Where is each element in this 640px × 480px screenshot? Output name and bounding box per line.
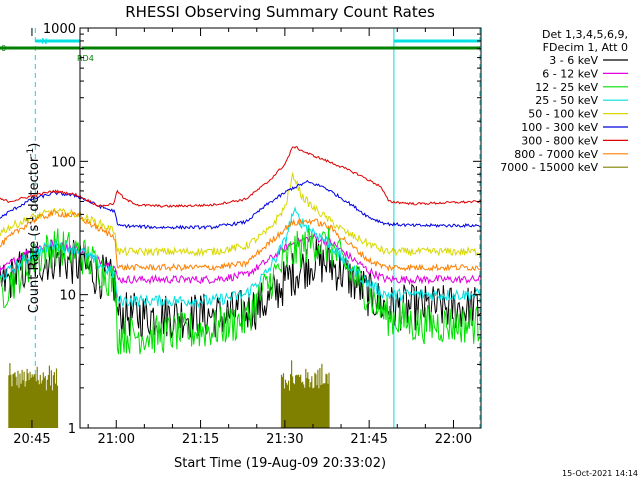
legend-header-line: Det 1,3,4,5,6,9, bbox=[542, 28, 628, 41]
x-tick-label: 21:00 bbox=[98, 432, 135, 447]
burst-1 bbox=[280, 360, 330, 428]
legend-label: 800 - 7000 keV bbox=[514, 148, 598, 161]
chart-title: RHESSI Observing Summary Count Rates bbox=[125, 3, 435, 21]
flag-label-RD4: RD4 bbox=[77, 54, 94, 63]
y-tick-label: 1000 bbox=[43, 22, 76, 37]
legend-label: 6 - 12 keV bbox=[542, 67, 598, 80]
x-tick-label: 21:15 bbox=[182, 432, 219, 447]
legend: Det 1,3,4,5,6,9,FDecim 1, Att 03 - 6 keV… bbox=[500, 28, 628, 174]
x-tick-label: 21:45 bbox=[350, 432, 387, 447]
legend-header-line: FDecim 1, Att 0 bbox=[543, 41, 628, 54]
series-line-3 bbox=[0, 206, 481, 309]
footer-date: 15-Oct-2021 14:14 bbox=[562, 469, 638, 478]
legend-label: 12 - 25 keV bbox=[535, 81, 598, 94]
burst-0 bbox=[8, 363, 59, 428]
series-line-5 bbox=[0, 179, 481, 230]
x-tick-label: 22:00 bbox=[435, 432, 472, 447]
legend-label: 100 - 300 keV bbox=[521, 121, 598, 134]
y-tick-label: 1 bbox=[68, 422, 76, 437]
flag-label-RD0: RD0 bbox=[0, 44, 6, 53]
legend-label: 3 - 6 keV bbox=[549, 54, 598, 67]
legend-label: 7000 - 15000 keV bbox=[500, 161, 598, 174]
series-line-7 bbox=[0, 209, 481, 272]
x-tick-label: 21:30 bbox=[266, 432, 303, 447]
flag-label-N: N bbox=[41, 37, 47, 46]
legend-label: 25 - 50 keV bbox=[535, 94, 598, 107]
y-axis-label: Count Rate (s-1 detector-1) bbox=[26, 143, 42, 314]
plot-area: N RD0 RD4 bbox=[0, 28, 481, 428]
legend-label: 50 - 100 keV bbox=[528, 108, 598, 121]
x-axis-label: Start Time (19-Aug-09 20:33:02) bbox=[174, 456, 386, 471]
plot-frame bbox=[79, 27, 482, 429]
axes: 20:45 21:00 21:15 21:30 21:45 22:00 1 10 100 1000 bbox=[13, 22, 481, 447]
y-tick-label: 100 bbox=[51, 155, 76, 170]
legend-label: 300 - 800 keV bbox=[521, 134, 598, 147]
series-line-6 bbox=[0, 146, 481, 208]
y-tick-label: 10 bbox=[59, 289, 76, 304]
series-line-2 bbox=[0, 226, 481, 355]
x-tick-label: 20:45 bbox=[13, 432, 50, 447]
